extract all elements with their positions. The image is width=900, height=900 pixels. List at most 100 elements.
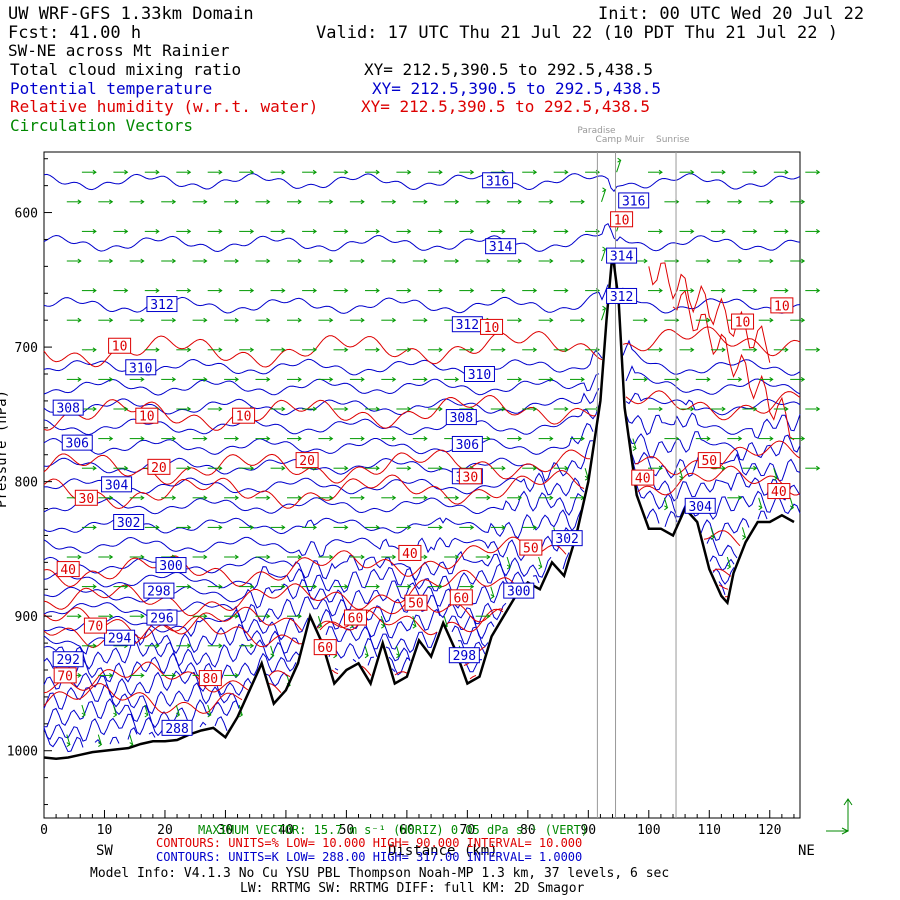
vector-arrowhead <box>155 524 160 530</box>
field-label-theta: Potential temperature <box>10 79 212 98</box>
vector-arrowhead <box>710 534 715 540</box>
vector-arrowhead <box>486 199 491 205</box>
vector-arrowhead <box>690 228 695 234</box>
rh-contour-label: 40 <box>635 472 651 487</box>
vector-arrowhead <box>438 524 443 530</box>
vector-arrowhead <box>375 347 380 353</box>
theta-contour-legend: CONTOURS: UNITS=K LOW= 288.00 HIGH= 317.… <box>156 850 582 864</box>
vector-arrowhead <box>532 347 538 353</box>
rh-contour-label-box <box>232 407 256 424</box>
vector-arrowhead <box>706 436 711 442</box>
vector-arrowhead <box>658 406 663 412</box>
vector-arrowhead <box>140 613 145 619</box>
y-axis-label: Pressure (hPa) <box>0 390 10 508</box>
vector-arrowhead <box>140 672 145 678</box>
theta-contour-line <box>43 284 801 314</box>
theta-contour-label: 304 <box>105 478 129 493</box>
vector-arrowhead <box>738 436 743 442</box>
vector-arrowhead <box>187 347 192 353</box>
vector-arrowhead <box>266 317 271 323</box>
rh-contour-label-box <box>53 667 77 684</box>
vector-arrowhead <box>249 347 255 353</box>
vector-arrowhead <box>769 258 774 264</box>
theta-contour-label: 302 <box>555 532 578 547</box>
axes: 0 10 20 30 40 50 60 70 80 90 100 110 120 600 700 800 900… <box>7 158 795 838</box>
rh-contour-line <box>648 262 771 363</box>
vector-arrowhead <box>738 258 743 264</box>
sw-end-label: SW <box>96 843 113 859</box>
vector-arrowhead <box>218 524 223 530</box>
vector-arrowhead <box>392 495 397 501</box>
vector-arrowhead <box>171 436 177 442</box>
vector-arrowhead <box>77 199 82 205</box>
y-tick-label: 600 <box>15 207 38 222</box>
vector-arrowhead <box>742 534 747 540</box>
field-xy-theta: XY= 212.5,390.5 to 292.5,438.5 <box>372 79 661 98</box>
vector-arrow <box>710 527 715 538</box>
rh-contour-label: 60 <box>348 612 364 627</box>
theta-contour-label: 312 <box>610 290 633 305</box>
vector-arrowhead <box>816 228 821 234</box>
rh-contour-line <box>43 596 729 648</box>
vector-arrow <box>97 734 102 745</box>
vector-arrow <box>112 704 117 716</box>
rh-contour-label: 40 <box>60 563 76 578</box>
rh-contour-label-box <box>108 337 132 354</box>
vector-arrowhead <box>109 258 114 264</box>
vector-arrowhead <box>501 288 506 294</box>
vector-arrowhead <box>486 258 491 264</box>
theta-contour-label: 312 <box>150 298 173 313</box>
rh-contour-label-box <box>610 211 634 228</box>
vector-arrowhead <box>281 347 286 353</box>
vector-arrowhead <box>501 465 506 471</box>
vector-arrowhead <box>234 317 240 323</box>
vector-arrowhead <box>329 554 334 560</box>
rh-contour-line <box>672 289 795 441</box>
vector-arrowhead <box>312 169 318 175</box>
theta-contour-label: 314 <box>610 250 634 265</box>
vector-arrowhead <box>155 347 160 353</box>
y-tick-label: 1000 <box>7 745 38 760</box>
vector-arrowhead <box>690 347 695 353</box>
vector-arrowhead <box>438 228 443 234</box>
theta-contour-label: 300 <box>507 585 530 600</box>
vector-arrowhead <box>281 406 286 412</box>
rh-contour-label: 70 <box>57 669 73 684</box>
vector-arrowhead <box>407 169 412 175</box>
contour-labels: 316 316 314 314 312 312 312 310 310 308 308 306 306 3… <box>52 172 794 737</box>
vector-arrowhead <box>658 288 663 294</box>
vector-arrowhead <box>375 524 380 530</box>
vector-arrowhead <box>721 169 726 175</box>
vector-arrowhead <box>454 495 460 501</box>
theta-contour-label: 308 <box>56 402 79 417</box>
vector-arrowhead <box>140 436 145 442</box>
rh-contour-label: 30 <box>463 470 479 485</box>
vector-arrowhead <box>769 199 774 205</box>
vector-arrowhead <box>218 288 223 294</box>
rh-contour-label-box <box>56 561 80 578</box>
vector-arrowhead <box>375 465 380 471</box>
ne-end-label: NE <box>798 843 815 859</box>
vector-arrowhead <box>706 199 711 205</box>
vector-arrowhead <box>617 157 622 163</box>
vector-arrowhead <box>549 199 554 205</box>
vector-arrowhead <box>392 554 397 560</box>
x-tick-label: 70 <box>460 823 476 838</box>
vector-arrowhead <box>501 406 506 412</box>
vector-arrowhead <box>344 169 349 175</box>
vector-arrowhead <box>784 406 789 412</box>
vector-arrow <box>395 645 400 656</box>
vector-arrowhead <box>580 199 585 205</box>
vector-arrow <box>758 497 763 508</box>
vector-arrowhead <box>517 258 523 264</box>
vector-arrowhead <box>266 199 271 205</box>
vector-arrowhead <box>769 317 774 323</box>
field-label-rh: Relative humidity (w.r.t. water) <box>10 97 318 116</box>
vector-arrowhead <box>658 228 663 234</box>
vector-arrowhead <box>266 436 271 442</box>
theta-contour-label-box <box>113 514 145 530</box>
vector-arrowhead <box>549 376 554 382</box>
vector-arrowhead <box>664 505 669 511</box>
vector-arrowhead <box>532 228 538 234</box>
vector-arrow <box>601 248 606 262</box>
